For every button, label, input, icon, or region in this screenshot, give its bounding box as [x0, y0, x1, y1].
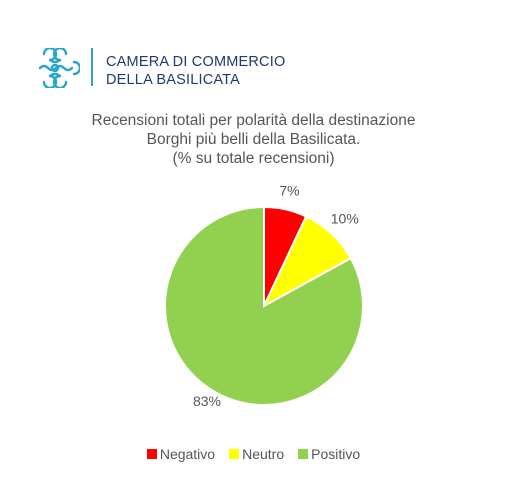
- legend: Negativo Neutro Positivo: [0, 446, 507, 462]
- data-label-neutro: 10%: [331, 211, 359, 227]
- pie-slice-positivo: [164, 205, 364, 406]
- logo-line-1: CAMERA DI COMMERCIO: [106, 54, 286, 70]
- legend-item-neutro: Neutro: [229, 446, 284, 462]
- legend-swatch-neutro: [229, 449, 240, 459]
- legend-label-neutro: Neutro: [242, 446, 285, 462]
- data-label-positivo: 83%: [193, 393, 221, 409]
- legend-item-negativo: Negativo: [146, 446, 216, 462]
- legend-label-negativo: Negativo: [159, 446, 216, 462]
- logo: CAMERA DI COMMERCIO DELLA BASILICATA: [36, 44, 286, 88]
- ornamental-knot-icon: [38, 48, 80, 88]
- legend-swatch-negativo: [146, 449, 157, 459]
- chart-title-line-1: Recensioni totali per polarità della des…: [91, 112, 416, 129]
- chart-title-line-2: Borghi più belli della Basilicata.: [146, 131, 361, 148]
- logo-divider: [91, 48, 93, 86]
- legend-item-positivo: Positivo: [298, 446, 360, 462]
- data-label-negativo: 7%: [279, 183, 299, 199]
- legend-swatch-positivo: [298, 449, 309, 459]
- logo-line-2: DELLA BASILICATA: [106, 72, 241, 88]
- legend-label-positivo: Positivo: [311, 446, 361, 462]
- chart-title-line-3: (% su totale recensioni): [172, 150, 335, 167]
